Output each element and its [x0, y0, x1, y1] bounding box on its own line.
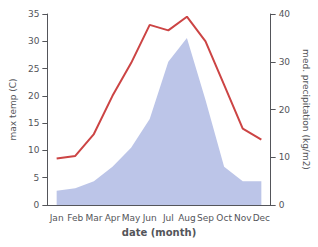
svg-text:Aug: Aug [178, 213, 196, 223]
svg-text:date (month): date (month) [122, 227, 196, 238]
svg-text:Sep: Sep [197, 213, 214, 223]
svg-text:35: 35 [28, 9, 39, 19]
svg-text:Jun: Jun [142, 213, 157, 223]
svg-text:max temp (C): max temp (C) [8, 78, 18, 140]
svg-text:30: 30 [28, 36, 40, 46]
svg-text:med. precipitation (kg/m2): med. precipitation (kg/m2) [301, 49, 311, 170]
svg-text:0: 0 [34, 200, 40, 210]
svg-text:30: 30 [279, 57, 291, 67]
svg-text:10: 10 [279, 152, 291, 162]
svg-text:Feb: Feb [67, 213, 83, 223]
svg-text:May: May [122, 213, 141, 223]
svg-text:0: 0 [279, 200, 285, 210]
svg-text:Jan: Jan [49, 213, 64, 223]
svg-text:5: 5 [34, 173, 40, 183]
svg-text:20: 20 [28, 91, 40, 101]
svg-text:25: 25 [28, 64, 39, 74]
svg-text:40: 40 [279, 9, 291, 19]
svg-text:Apr: Apr [105, 213, 121, 223]
svg-text:15: 15 [28, 118, 39, 128]
svg-text:20: 20 [279, 105, 291, 115]
svg-text:10: 10 [28, 145, 40, 155]
svg-text:Mar: Mar [85, 213, 102, 223]
svg-text:Jul: Jul [162, 213, 174, 223]
svg-text:Oct: Oct [216, 213, 232, 223]
svg-text:Nov: Nov [234, 213, 252, 223]
svg-text:Dec: Dec [253, 213, 270, 223]
